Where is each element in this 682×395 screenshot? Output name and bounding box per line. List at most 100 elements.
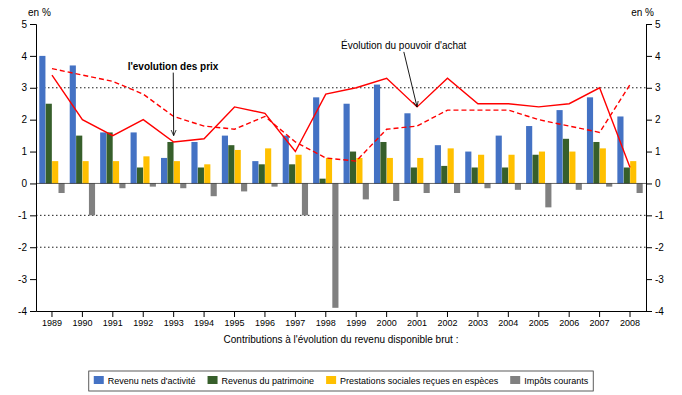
legend-swatch [208, 376, 218, 384]
tick: 1995 [225, 311, 245, 328]
bar [484, 183, 490, 188]
tick-label: -1 [655, 210, 664, 221]
tick-mark [295, 311, 296, 317]
bar [204, 164, 210, 183]
bar [539, 152, 545, 184]
tick-label: 2001 [407, 318, 427, 328]
bar [557, 110, 563, 183]
tick: 2003 [468, 311, 488, 328]
tick-mark [538, 311, 539, 317]
bar [600, 148, 606, 183]
bar [587, 97, 593, 183]
axis-domain [37, 311, 647, 312]
tick-mark [569, 311, 570, 317]
bar [222, 136, 228, 184]
tick-label: 1993 [164, 318, 184, 328]
tick: 2 [646, 114, 661, 125]
bar [83, 161, 89, 183]
tick-label: -4 [18, 306, 27, 317]
tick-label: 1989 [42, 318, 62, 328]
baseline [36, 183, 646, 184]
tick: -4 [646, 306, 664, 317]
tick-mark [30, 88, 36, 89]
legend-item: Revenu nets d'activité [94, 376, 196, 386]
annotation: l'evolution des prix [128, 61, 219, 72]
legend-item: Impôts courants [510, 376, 589, 386]
tick: 2000 [377, 311, 397, 328]
tick: 2007 [590, 311, 610, 328]
bar [545, 183, 551, 207]
x-axis: 1989199019911992199319941995199619971998… [37, 311, 647, 328]
tick: 1999 [346, 311, 366, 328]
bar [143, 156, 149, 183]
tick: -1 [18, 210, 36, 221]
tick: 2005 [529, 311, 549, 328]
tick: -4 [18, 306, 36, 317]
bar [211, 183, 217, 196]
y2-axis: -4-3-2-1012345 [646, 19, 664, 317]
tick: -3 [646, 274, 664, 285]
tick: 0 [646, 178, 661, 189]
tick: 2008 [620, 311, 640, 328]
tick: 3 [646, 82, 661, 93]
bar [344, 104, 350, 184]
tick-mark [630, 311, 631, 317]
tick: 2001 [407, 311, 427, 328]
tick-mark [30, 183, 36, 184]
tick-mark [30, 120, 36, 121]
bar [411, 168, 417, 184]
bar [161, 158, 167, 184]
tick-label: -2 [18, 242, 27, 253]
tick: 1 [21, 146, 36, 157]
tick-label: 5 [655, 19, 661, 30]
annotation-arrow [404, 52, 417, 107]
tick-label: 2003 [468, 318, 488, 328]
bar [150, 183, 156, 186]
tick-mark [30, 279, 36, 280]
tick-label: -2 [655, 242, 664, 253]
tick-mark [143, 311, 144, 317]
bar [387, 158, 393, 184]
reference-line [36, 87, 646, 88]
axis-domain [647, 25, 653, 312]
annotations: l'evolution des prixÉvolution du pouvoir… [128, 39, 467, 136]
bar [89, 183, 95, 215]
tick: 1991 [103, 311, 123, 328]
x-axis-title: Contributions à l'évolution du revenu di… [224, 334, 459, 345]
tick: 3 [21, 82, 36, 93]
legend-item: Prestations sociales reçues en espèces [326, 376, 499, 386]
tick-label: 1999 [346, 318, 366, 328]
tick-mark [264, 311, 265, 317]
bar [191, 142, 197, 183]
tick-mark [51, 311, 52, 317]
tick-mark [30, 215, 36, 216]
bar [617, 116, 623, 183]
tick: 1994 [194, 311, 214, 328]
bar-series [59, 183, 643, 307]
bar [70, 65, 76, 183]
tick: 1997 [285, 311, 305, 328]
tick-label: -4 [655, 306, 664, 317]
tick-mark [30, 56, 36, 57]
bar [320, 179, 326, 184]
bar [271, 183, 277, 186]
annotation-arrow [173, 73, 174, 136]
tick-label: 3 [21, 82, 27, 93]
tick-mark [646, 215, 652, 216]
tick: 5 [646, 19, 661, 30]
bar [46, 104, 52, 184]
bar [302, 183, 308, 215]
tick-mark [325, 311, 326, 317]
line [52, 75, 630, 167]
tick-label: 3 [655, 82, 661, 93]
bar [465, 152, 471, 184]
bar [393, 183, 399, 201]
tick-mark [646, 279, 652, 280]
bar [289, 164, 295, 183]
bar [532, 155, 538, 184]
bar [235, 150, 241, 183]
bar [167, 142, 173, 183]
tick-mark [646, 120, 652, 121]
legend-swatch [94, 376, 104, 384]
bar [472, 168, 478, 184]
